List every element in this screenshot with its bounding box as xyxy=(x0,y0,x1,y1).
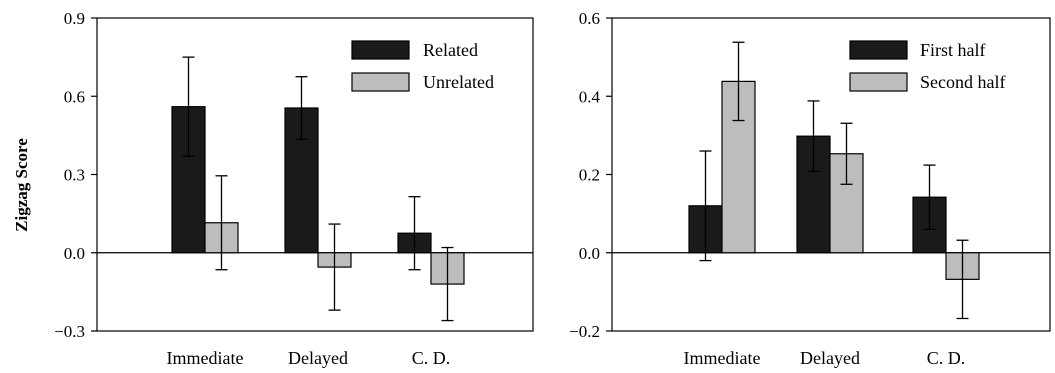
category-label: Delayed xyxy=(800,348,860,368)
y-tick-label: 0.3 xyxy=(64,166,85,185)
category-label: Delayed xyxy=(288,348,348,368)
category-label: Immediate xyxy=(167,348,244,368)
y-tick-label: 0.6 xyxy=(579,9,600,28)
chart-panel-left: −0.3 0.0 0.3 0.6 0.9 Immediate Delayed C. D. Rel… xyxy=(54,9,534,368)
y-tick-label: 0.0 xyxy=(64,244,85,263)
y-tick-label: 0.2 xyxy=(579,166,600,185)
y-tick-label: 0.6 xyxy=(64,87,85,106)
legend-swatch xyxy=(351,72,410,92)
legend-swatch xyxy=(849,72,908,92)
y-tick-label: −0.2 xyxy=(569,322,600,341)
chart-panel-right: −0.2 0.0 0.2 0.4 0.6 Immediate Delayed C. D. Fir… xyxy=(569,9,1051,368)
y-tick-label: −0.3 xyxy=(54,322,85,341)
y-axis-label: Zigzag Score xyxy=(12,138,31,232)
legend-label: Unrelated xyxy=(423,72,494,92)
y-tick-label: 0.9 xyxy=(64,9,85,28)
y-tick-label: 0.0 xyxy=(579,244,600,263)
legend-label: First half xyxy=(920,40,986,60)
category-label: Immediate xyxy=(684,348,761,368)
legend-swatch xyxy=(351,40,410,60)
category-label: C. D. xyxy=(412,348,451,368)
legend-label: Second half xyxy=(920,72,1005,92)
legend-swatch xyxy=(849,40,908,60)
legend-label: Related xyxy=(423,40,478,60)
y-tick-label: 0.4 xyxy=(579,87,601,106)
category-label: C. D. xyxy=(927,348,966,368)
